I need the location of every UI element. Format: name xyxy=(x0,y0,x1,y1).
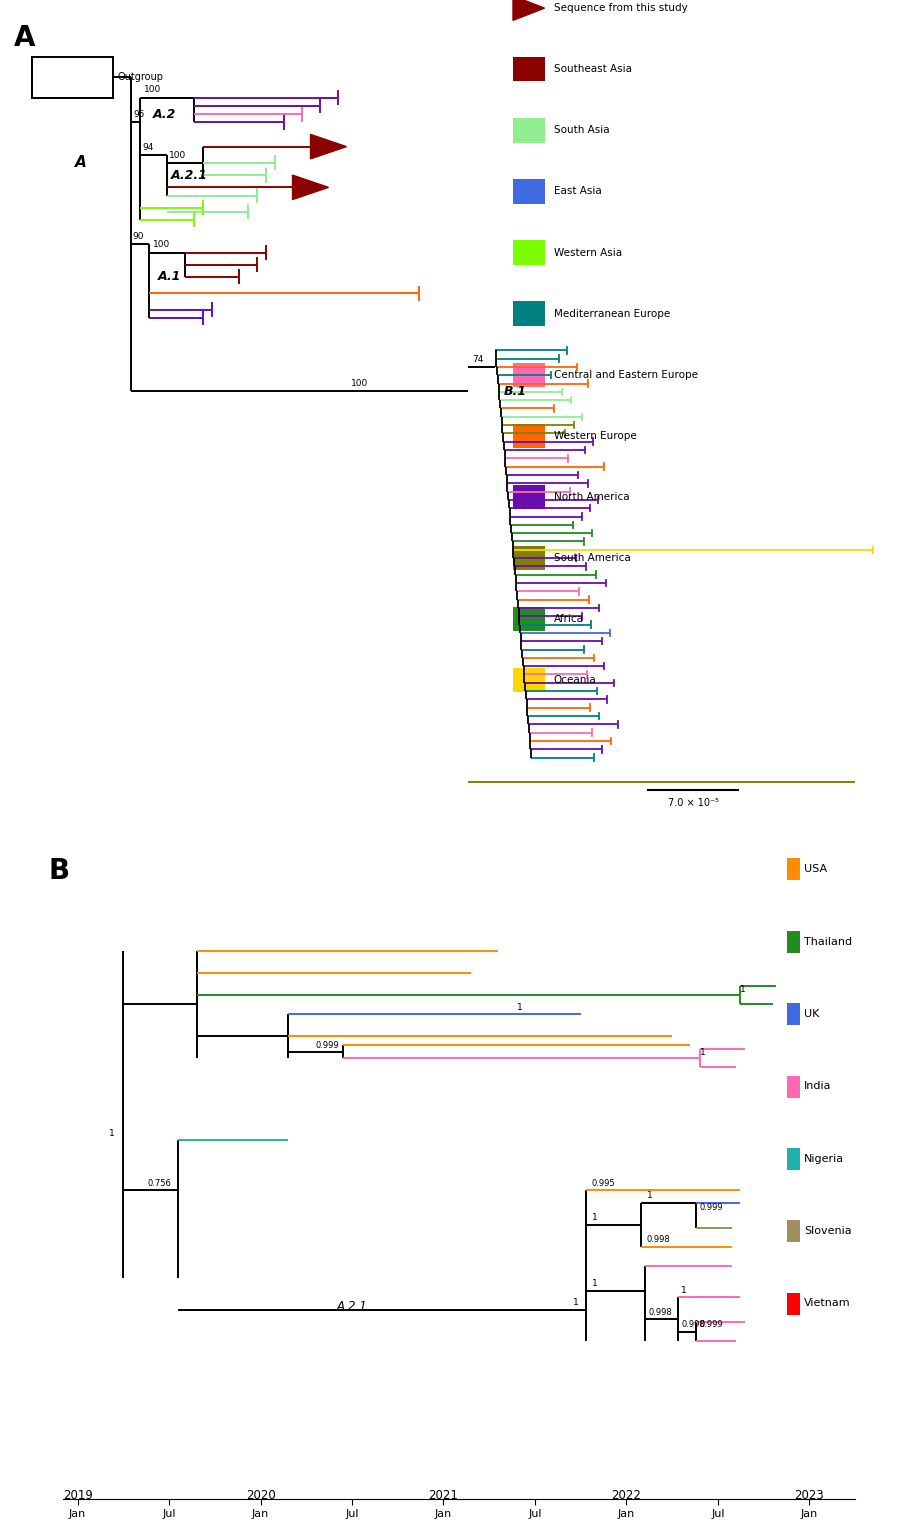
Text: 1: 1 xyxy=(740,985,745,994)
Text: 94: 94 xyxy=(142,143,154,152)
Text: Mediterranean Europe: Mediterranean Europe xyxy=(554,309,670,318)
Bar xyxy=(513,484,544,509)
Text: 0.999: 0.999 xyxy=(699,1203,724,1213)
Text: 2019: 2019 xyxy=(63,1489,93,1502)
Text: 95: 95 xyxy=(133,111,145,118)
Text: 0.756: 0.756 xyxy=(147,1179,171,1188)
Bar xyxy=(513,180,544,203)
Bar xyxy=(513,363,544,387)
Text: 0.999: 0.999 xyxy=(699,1320,724,1330)
Bar xyxy=(513,240,544,264)
Text: South America: South America xyxy=(554,553,630,563)
Text: 2020: 2020 xyxy=(246,1489,275,1502)
Text: Vietnam: Vietnam xyxy=(804,1299,850,1308)
Text: 100: 100 xyxy=(169,151,186,160)
Text: 100: 100 xyxy=(153,240,170,249)
Text: Oceania: Oceania xyxy=(554,675,596,686)
Bar xyxy=(788,859,800,881)
Text: 1: 1 xyxy=(109,1130,114,1137)
Bar xyxy=(788,1220,800,1242)
Text: 2021: 2021 xyxy=(428,1489,458,1502)
Bar xyxy=(513,118,544,143)
Text: USA: USA xyxy=(804,864,827,875)
Text: East Asia: East Asia xyxy=(554,186,601,197)
Bar xyxy=(513,57,544,81)
Text: A: A xyxy=(14,25,35,52)
Bar xyxy=(788,1004,800,1025)
Bar xyxy=(513,607,544,632)
Text: UK: UK xyxy=(804,1008,819,1019)
Text: Thailand: Thailand xyxy=(804,936,852,947)
Text: 100: 100 xyxy=(351,378,369,387)
Text: Western Asia: Western Asia xyxy=(554,247,622,258)
Bar xyxy=(513,669,544,692)
Text: B.1: B.1 xyxy=(504,384,527,398)
Text: 0.999: 0.999 xyxy=(316,1041,339,1050)
Text: Outgroup: Outgroup xyxy=(117,72,163,83)
Text: Western Europe: Western Europe xyxy=(554,430,636,441)
Text: 1: 1 xyxy=(517,1004,522,1011)
Text: 2022: 2022 xyxy=(611,1489,642,1502)
Bar xyxy=(513,301,544,326)
Bar xyxy=(513,546,544,570)
Polygon shape xyxy=(513,0,544,20)
Text: 0.995: 0.995 xyxy=(591,1179,616,1188)
Text: Slovenia: Slovenia xyxy=(804,1227,851,1236)
Text: 1: 1 xyxy=(573,1297,579,1306)
Text: Africa: Africa xyxy=(554,615,583,624)
Text: A.1: A.1 xyxy=(158,271,181,283)
Text: 100: 100 xyxy=(144,86,161,94)
Bar xyxy=(788,931,800,953)
Text: 0.998: 0.998 xyxy=(648,1308,672,1317)
Text: 1: 1 xyxy=(681,1285,687,1294)
Text: 1: 1 xyxy=(646,1191,652,1200)
Text: 0.998: 0.998 xyxy=(646,1236,670,1245)
Text: South Asia: South Asia xyxy=(554,126,609,135)
Text: 2023: 2023 xyxy=(795,1489,824,1502)
Bar xyxy=(788,1076,800,1097)
Text: Sequence from this study: Sequence from this study xyxy=(554,3,688,14)
Text: 74: 74 xyxy=(472,355,484,364)
Text: Southeast Asia: Southeast Asia xyxy=(554,65,632,74)
Text: 1: 1 xyxy=(591,1279,598,1288)
Text: India: India xyxy=(804,1082,832,1091)
Text: A: A xyxy=(75,155,87,171)
Text: A.2: A.2 xyxy=(153,108,176,120)
Bar xyxy=(513,424,544,447)
Text: 0.998: 0.998 xyxy=(681,1320,705,1330)
Text: B: B xyxy=(49,856,69,885)
Text: Central and Eastern Europe: Central and Eastern Europe xyxy=(554,370,698,380)
Text: A.2.1: A.2.1 xyxy=(171,169,208,181)
Text: 1: 1 xyxy=(699,1048,706,1057)
Text: A.2.1: A.2.1 xyxy=(337,1300,367,1313)
Text: 1: 1 xyxy=(591,1213,598,1222)
Bar xyxy=(788,1148,800,1170)
Bar xyxy=(788,1293,800,1314)
Polygon shape xyxy=(292,175,328,200)
Bar xyxy=(32,57,112,98)
Text: 90: 90 xyxy=(132,232,144,241)
Polygon shape xyxy=(310,134,346,158)
Text: North America: North America xyxy=(554,492,629,503)
Text: Nigeria: Nigeria xyxy=(804,1154,844,1164)
Text: 7.0 × 10⁻⁵: 7.0 × 10⁻⁵ xyxy=(668,798,718,808)
